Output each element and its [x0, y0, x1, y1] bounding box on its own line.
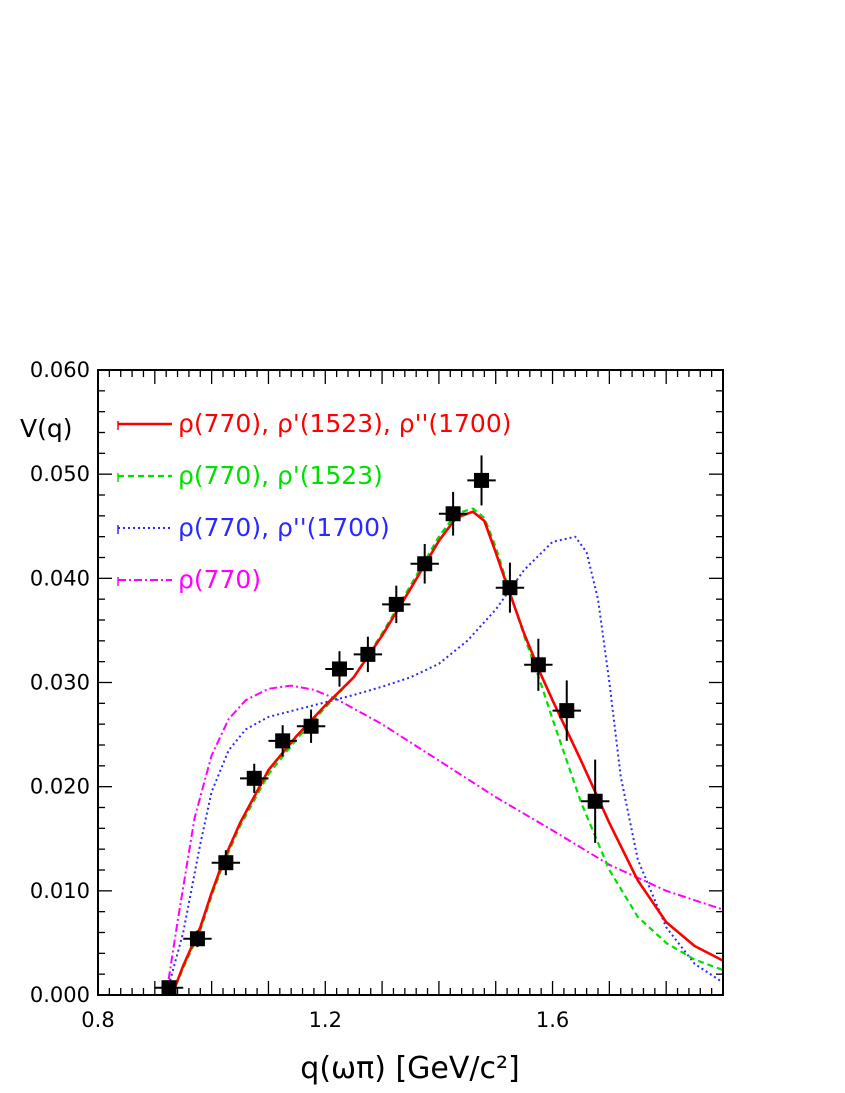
- y-tick-label: 0.060: [30, 358, 90, 382]
- x-axis-label: q(ωπ) [GeV/c²]: [300, 1051, 519, 1086]
- tick-labels: 0.8 1.2 1.6 0.000 0.010 0.020 0.030 0.040 0.050 0…: [30, 358, 569, 1032]
- data-point-marker: [530, 657, 546, 673]
- y-tick-label: 0.050: [30, 462, 90, 486]
- x-tick-label: 1.2: [309, 1008, 342, 1032]
- data-point-marker: [474, 472, 490, 488]
- legend-label: ρ(770): [178, 565, 261, 594]
- data-point-marker: [502, 580, 518, 596]
- y-tick-label: 0.040: [30, 566, 90, 590]
- data-point-marker: [161, 980, 177, 996]
- data-points: [154, 455, 610, 996]
- data-point-marker: [331, 661, 347, 677]
- y-tick-label: 0.020: [30, 775, 90, 799]
- series-line-dashdot: [165, 684, 724, 996]
- data-point-marker: [445, 506, 461, 522]
- legend-label: ρ(770), ρ''(1700): [178, 513, 390, 542]
- data-point-marker: [587, 793, 603, 809]
- data-point-marker: [360, 646, 376, 662]
- y-tick-label: 0.010: [30, 879, 90, 903]
- data-point-marker: [275, 733, 291, 749]
- data-point-marker: [388, 596, 404, 612]
- series-line-dotted: [165, 535, 724, 996]
- data-point-marker: [218, 855, 234, 871]
- y-tick-label: 0.000: [30, 983, 90, 1007]
- legend: ρ(770), ρ'(1523), ρ''(1700) ρ(770), ρ'(15…: [117, 409, 512, 594]
- legend-label: ρ(770), ρ'(1523): [178, 461, 383, 490]
- data-point-marker: [189, 931, 205, 947]
- plot-frame: [97, 369, 724, 996]
- x-tick-label: 1.6: [536, 1008, 569, 1032]
- legend-label: ρ(770), ρ'(1523), ρ''(1700): [178, 409, 512, 438]
- y-tick-label: 0.030: [30, 671, 90, 695]
- data-point-marker: [559, 703, 575, 719]
- data-point-marker: [246, 770, 262, 786]
- data-point-marker: [303, 718, 319, 734]
- x-tick-label: 0.8: [81, 1008, 114, 1032]
- y-axis-label: V(q): [20, 414, 72, 443]
- data-point-marker: [417, 556, 433, 572]
